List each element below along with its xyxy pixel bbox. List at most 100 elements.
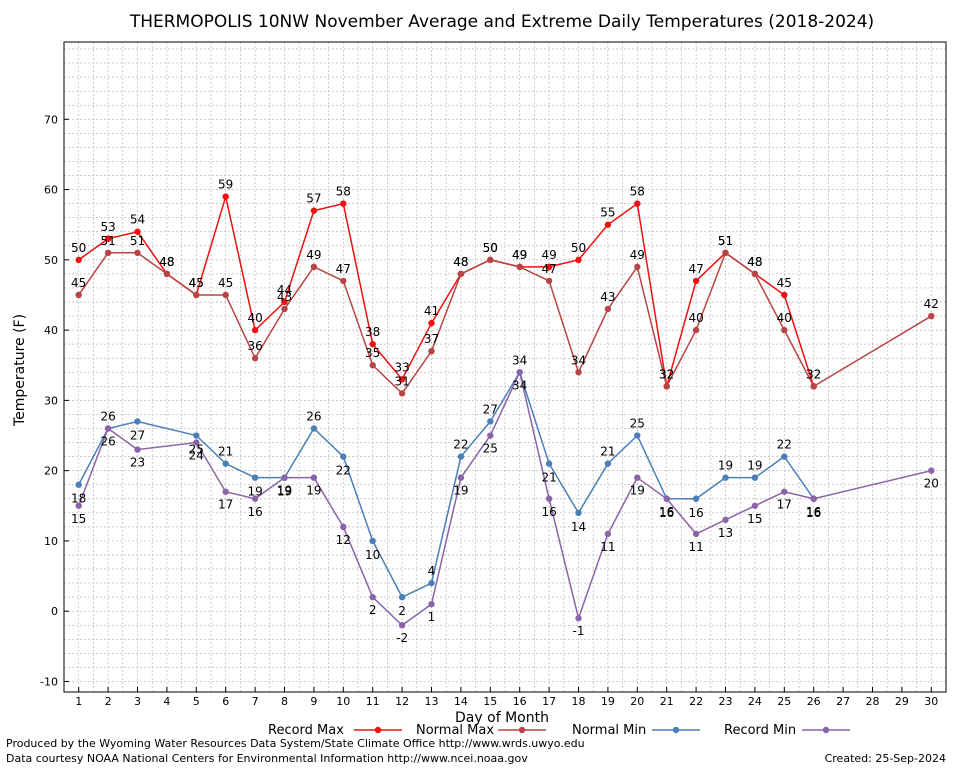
normal-min-data-label: 27 <box>130 428 145 442</box>
normal-min-point <box>193 432 200 439</box>
record-max-point <box>281 298 288 306</box>
y-tick-label: 10 <box>44 535 58 548</box>
footer-created-date: Created: 25-Sep-2024 <box>824 752 946 765</box>
normal-max-data-label: 45 <box>189 276 204 290</box>
normal-min-data-label: 4 <box>428 564 436 578</box>
normal-min-data-label: 19 <box>718 459 733 473</box>
record-max-point <box>575 256 582 264</box>
x-tick-label: 6 <box>222 695 229 708</box>
normal-max-point <box>575 369 582 376</box>
normal-min-data-label: 26 <box>100 409 115 423</box>
normal-min-data-label: 19 <box>277 485 292 499</box>
normal-max-point <box>340 277 347 285</box>
y-tick-label: 70 <box>44 113 58 126</box>
record-max-data-label: 50 <box>71 241 86 255</box>
record-min-data-label: 15 <box>71 512 86 526</box>
record-min-point <box>634 474 641 481</box>
legend-swatch-marker-normal-min <box>672 726 680 734</box>
normal-min-data-label: 19 <box>247 485 262 499</box>
normal-min-point <box>369 537 376 545</box>
normal-max-point <box>398 390 406 397</box>
y-tick-label: 40 <box>44 324 58 337</box>
record-max-point <box>134 228 141 235</box>
normal-min-data-label: 22 <box>453 438 468 452</box>
record-min-data-label: 12 <box>336 533 351 547</box>
x-tick-label: 18 <box>572 695 586 708</box>
normal-min-point <box>457 453 465 460</box>
normal-max-data-label: 34 <box>571 353 586 367</box>
x-tick-label: 30 <box>924 695 938 708</box>
normal-max-point <box>604 305 612 313</box>
normal-max-data-label: 36 <box>247 339 262 353</box>
normal-max-data-label: 45 <box>218 276 233 290</box>
y-tick-label: 60 <box>44 184 58 197</box>
normal-min-point <box>310 425 318 432</box>
x-tick-label: 17 <box>542 695 556 708</box>
record-min-point <box>75 502 82 509</box>
normal-min-data-label: 21 <box>541 471 556 485</box>
record-min-point <box>428 600 435 608</box>
plot-frame <box>63 41 947 693</box>
record-max-data-label: 48 <box>453 255 468 269</box>
normal-max-data-label: 32 <box>659 367 674 381</box>
record-min-data-label: 11 <box>688 540 703 554</box>
record-min-line <box>77 369 932 627</box>
record-max-point <box>75 256 82 264</box>
y-tick-label: -10 <box>40 675 58 688</box>
normal-max-point <box>634 263 641 271</box>
x-tick-label: 29 <box>895 695 909 708</box>
record-min-point <box>810 495 817 502</box>
legend-swatch-marker-normal-max <box>518 726 526 734</box>
normal-max-point <box>134 249 141 257</box>
x-tick-label: 25 <box>777 695 791 708</box>
normal-max-point <box>751 270 759 278</box>
normal-min-data-label: 16 <box>659 506 674 520</box>
normal-max-data-label: 50 <box>483 241 498 255</box>
x-axis-label: Day of Month <box>455 710 549 726</box>
normal-max-data-label: 37 <box>424 332 439 346</box>
normal-max-data-label: 43 <box>277 290 292 304</box>
record-min-data-label: 25 <box>483 442 498 456</box>
normal-max-point <box>75 291 82 299</box>
legend: Record Max Normal Max Normal Min Record Min <box>268 723 850 738</box>
normal-max-data-label: 48 <box>747 255 762 269</box>
normal-max-point <box>193 291 200 299</box>
normal-max-point <box>163 270 171 278</box>
normal-max-point <box>692 326 700 334</box>
normal-min-point <box>398 593 406 601</box>
normal-min-data-label: 22 <box>336 464 351 478</box>
record-max-point <box>545 263 553 271</box>
normal-min-data-label: 2 <box>398 604 406 618</box>
record-min-point <box>487 432 494 439</box>
normal-min-data-label: 27 <box>483 402 498 416</box>
normal-max-point <box>722 249 729 257</box>
record-min-data-label: 17 <box>777 498 792 512</box>
x-tick-label: 12 <box>395 695 409 708</box>
legend-label-normal-max: Normal Max <box>416 723 494 738</box>
record-min-data-label: 17 <box>218 498 233 512</box>
record-max-point <box>222 193 229 200</box>
normal-max-data-label: 51 <box>718 234 733 248</box>
x-tick-label: 20 <box>630 695 644 708</box>
record-min-point <box>722 516 729 524</box>
record-max-data-label: 59 <box>218 178 233 192</box>
record-min-data-label: 16 <box>659 505 674 519</box>
normal-min-data-label: 21 <box>600 445 615 459</box>
normal-max-point <box>545 277 553 285</box>
normal-min-point <box>134 418 141 425</box>
record-max-data-label: 58 <box>630 185 645 199</box>
legend-label-record-min: Record Min <box>724 723 796 738</box>
normal-min-point <box>251 474 259 481</box>
record-max-point <box>398 376 406 383</box>
record-min-point <box>575 615 582 622</box>
record-max-data-label: 51 <box>718 234 733 248</box>
normal-min-data-label: 21 <box>218 445 233 459</box>
record-max-point <box>634 200 641 207</box>
record-max-data-label: 49 <box>541 248 556 262</box>
record-min-data-label: 19 <box>306 484 321 498</box>
y-axis-label: Temperature (F) <box>12 314 28 427</box>
